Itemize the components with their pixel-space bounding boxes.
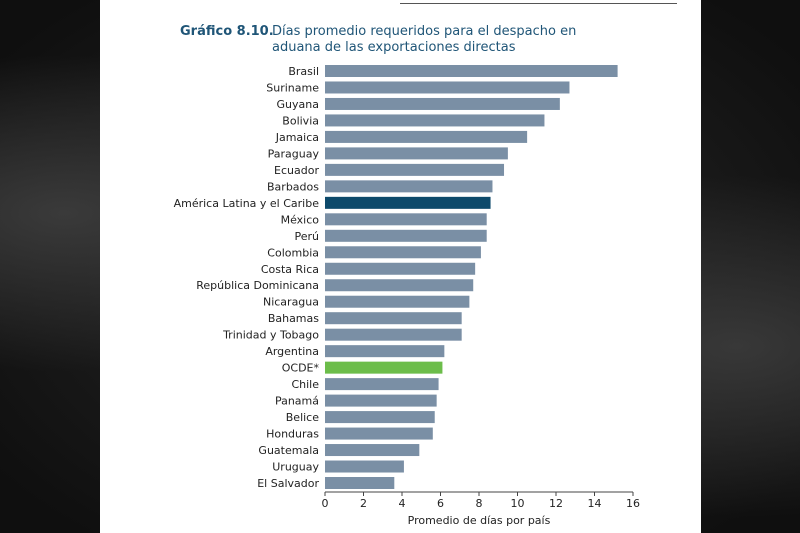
bar-barbados (325, 180, 493, 193)
category-label: Uruguay (272, 461, 319, 474)
x-tick-label: 4 (399, 497, 406, 510)
category-label: Guyana (277, 98, 319, 111)
category-label: Perú (294, 230, 319, 243)
category-label: Chile (291, 378, 319, 391)
bar-ecuador (325, 163, 505, 176)
bar-bolivia (325, 114, 545, 127)
bar-trinidad-y-tobago (325, 328, 462, 341)
bar-argentina (325, 345, 445, 358)
bar-guatemala (325, 444, 420, 457)
category-label: Panamá (275, 395, 319, 408)
bars-layer (325, 65, 618, 489)
bar-suriname (325, 81, 570, 94)
bar-nicaragua (325, 295, 470, 308)
figure-title: Días promedio requeridos para el despach… (272, 24, 577, 55)
bar-panamá (325, 394, 437, 407)
bar-américa-latina-y-el-caribe (325, 196, 491, 209)
category-label: República Dominicana (196, 279, 319, 292)
bar-perú (325, 229, 487, 242)
category-label: Barbados (267, 180, 319, 193)
bar-costa-rica (325, 262, 476, 275)
bar-honduras (325, 427, 433, 440)
category-label: Colombia (267, 246, 319, 259)
bar-uruguay (325, 460, 404, 473)
category-label: México (281, 213, 320, 226)
bar-colombia (325, 246, 481, 259)
category-label: OCDE* (282, 362, 320, 375)
bar-república-dominicana (325, 279, 474, 292)
bar-ocde- (325, 361, 443, 374)
bar-brasil (325, 65, 618, 77)
bar-méxico (325, 213, 487, 226)
category-label: Bahamas (268, 312, 319, 325)
category-label: América Latina y el Caribe (174, 197, 320, 210)
bar-chile (325, 378, 439, 391)
category-label: Honduras (266, 428, 319, 441)
category-label: El Salvador (257, 477, 319, 490)
x-tick-label: 2 (360, 497, 367, 510)
x-tick-label: 10 (511, 497, 525, 510)
x-tick-label: 12 (549, 497, 563, 510)
category-label: Argentina (265, 345, 319, 358)
bar-guyana (325, 97, 560, 110)
x-tick-label: 0 (322, 497, 329, 510)
category-label: Bolivia (282, 114, 319, 127)
category-label: Trinidad y Tobago (222, 329, 319, 342)
category-label: Suriname (266, 81, 319, 94)
bar-paraguay (325, 147, 508, 160)
bar-bahamas (325, 312, 462, 325)
x-tick-label: 14 (588, 497, 602, 510)
category-label: Paraguay (268, 147, 320, 160)
category-labels-layer: Brasil Suriname Guyana Bolivia Jamaica Paragu… (174, 65, 320, 490)
category-label: Ecuador (274, 164, 319, 177)
category-label: Costa Rica (261, 263, 319, 276)
x-axis-title: Promedio de días por país (408, 514, 551, 527)
x-tick-label: 8 (476, 497, 483, 510)
bar-jamaica (325, 130, 528, 143)
page-top-rule (400, 0, 677, 4)
bar-belice (325, 411, 435, 424)
category-label: Jamaica (275, 131, 319, 144)
bar-el-salvador (325, 477, 395, 489)
x-tick-label: 16 (626, 497, 640, 510)
x-tick-label: 6 (437, 497, 444, 510)
category-label: Belice (286, 411, 319, 424)
x-axis: 0 2 4 6 8 10 12 14 16 Promedio de días por país (322, 491, 640, 527)
category-label: Brasil (288, 65, 319, 78)
category-label: Nicaragua (263, 296, 319, 309)
figure-label: Gráfico 8.10. (180, 24, 274, 39)
category-label: Guatemala (258, 444, 319, 457)
